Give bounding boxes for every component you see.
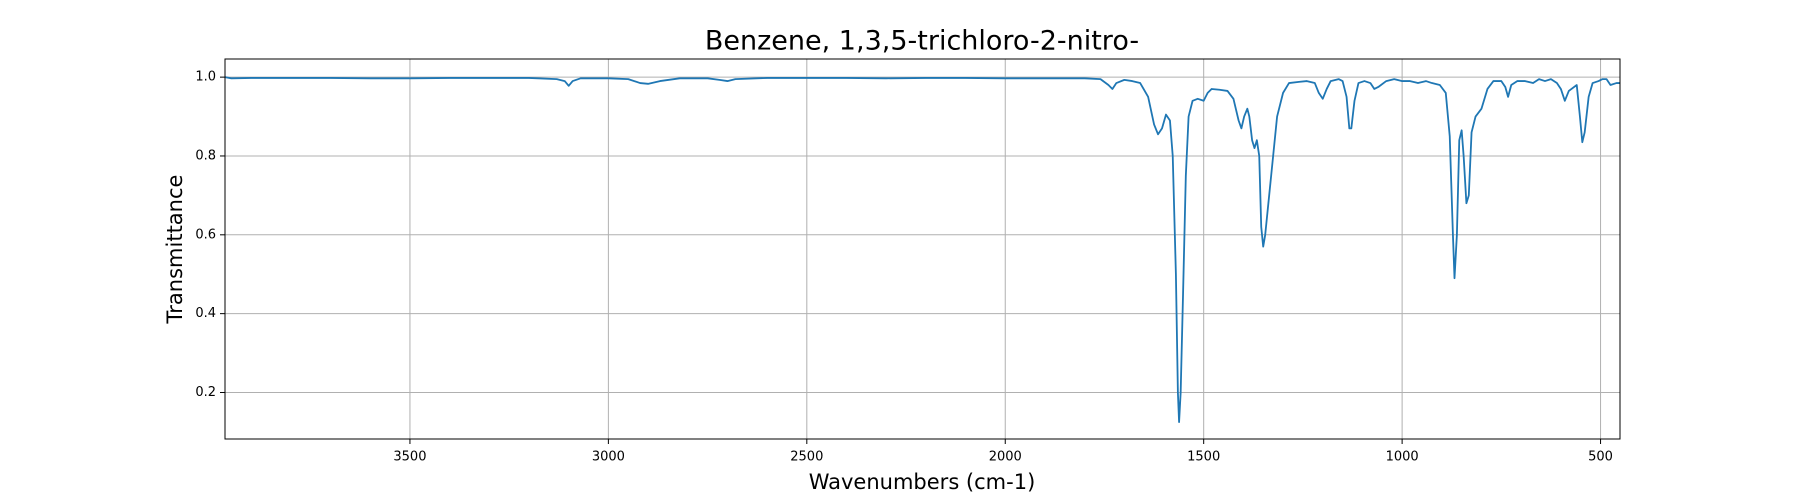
x-tick-label: 2500 (790, 450, 823, 465)
x-tick-label: 500 (1588, 450, 1613, 465)
chart-title: Benzene, 1,3,5-trichloro-2-nitro- (705, 26, 1139, 57)
x-tick-label: 2000 (989, 450, 1022, 465)
y-tick-label: 0.4 (195, 306, 216, 321)
y-tick-label: 1.0 (195, 70, 216, 85)
x-tick-label: 1500 (1187, 450, 1220, 465)
y-tick-label: 0.2 (195, 385, 216, 400)
x-tick-label: 3500 (393, 450, 426, 465)
x-tick-label: 3000 (592, 450, 625, 465)
y-tick-label: 0.6 (195, 227, 216, 242)
y-axis-label: Transmittance (163, 175, 187, 325)
x-tick-label: 1000 (1386, 450, 1419, 465)
y-tick-label: 0.8 (195, 148, 216, 163)
plot-frame (224, 58, 1621, 440)
spectrum-line (224, 76, 1620, 423)
x-axis-label: Wavenumbers (cm-1) (809, 470, 1036, 494)
